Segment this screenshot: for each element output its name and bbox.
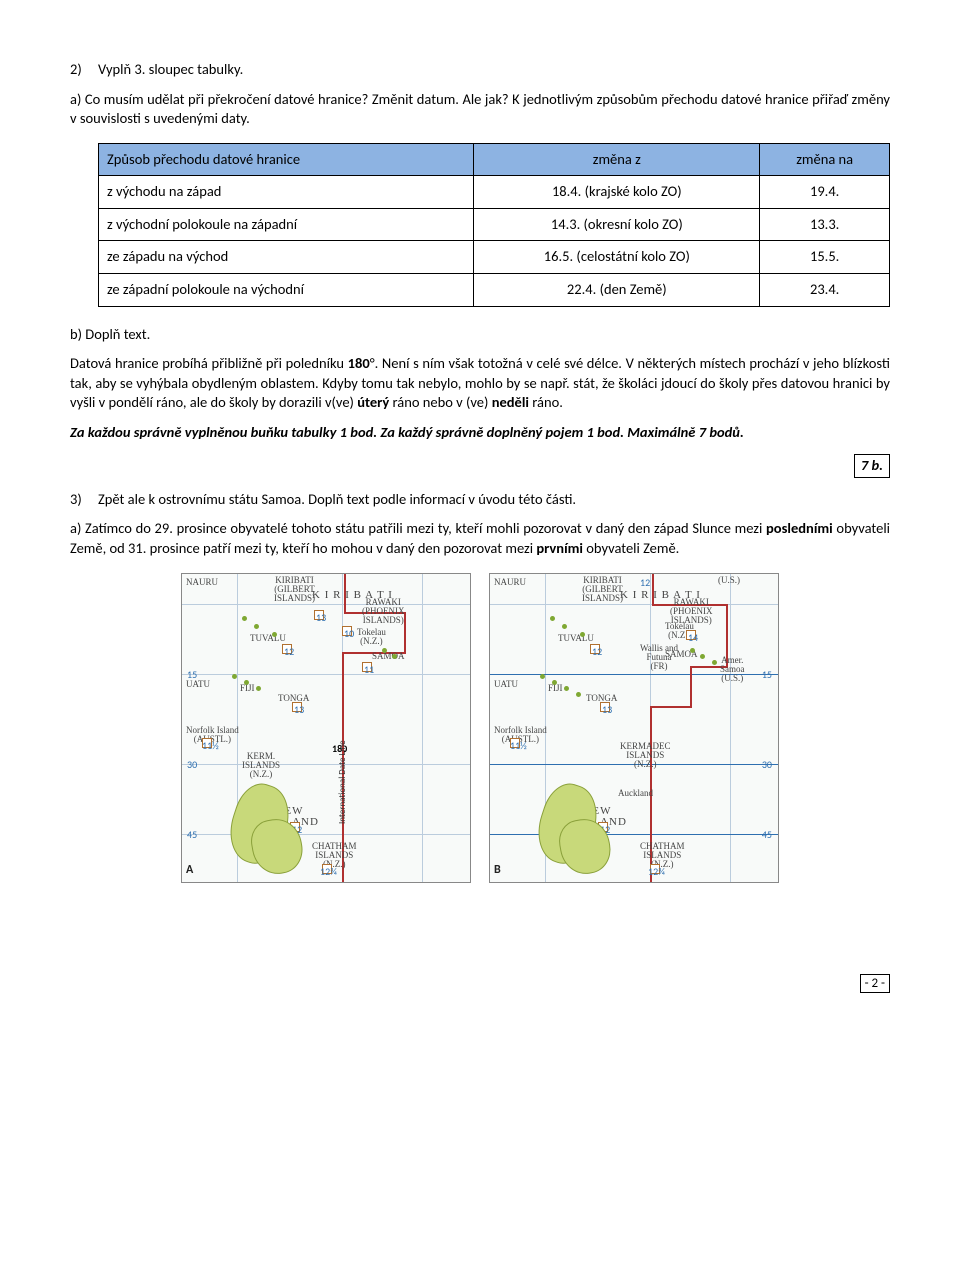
blank-prvnimi: prvními [536, 539, 583, 557]
blank-poslednimi: posledními [766, 519, 833, 537]
q2-number: 2) [70, 60, 98, 80]
text: a) Zatímco do 29. prosince obyvatelé toh… [70, 519, 766, 537]
cell: 14.3. (okresní kolo ZO) [474, 208, 760, 241]
th-2: změna na [760, 143, 890, 176]
q2-b-label: b) Doplň text. [70, 325, 890, 345]
table-row: ze západní polokoule na východní 22.4. (… [99, 273, 890, 306]
table-row: z východu na západ 18.4. (krajské kolo Z… [99, 176, 890, 209]
map-b: 15 30 45 12 NAURU KIRIBATI (GILBERT ISLA… [489, 573, 779, 883]
th-1: změna z [474, 143, 760, 176]
page-number: - 2 - [860, 974, 890, 994]
map-label-b: B [494, 862, 501, 878]
dateline-table: Způsob přechodu datové hranice změna z z… [98, 143, 890, 307]
cell: 18.4. (krajské kolo ZO) [474, 176, 760, 209]
maps-container: 15 30 45 180 NAURU KIRIBATI (GILBERT ISL… [70, 573, 890, 883]
map-label-a: A [186, 862, 193, 878]
cell: ze západu na východ [99, 241, 474, 274]
q2-b-paragraph: Datová hranice probíhá přibližně při pol… [70, 354, 890, 413]
scoring-note: Za každou správně vyplněnou buňku tabulk… [70, 423, 890, 443]
th-0: Způsob přechodu datové hranice [99, 143, 474, 176]
cell: 13.3. [760, 208, 890, 241]
cell: z východu na západ [99, 176, 474, 209]
text: ráno. [529, 393, 563, 411]
table-header-row: Způsob přechodu datové hranice změna z z… [99, 143, 890, 176]
q3-a-paragraph: a) Zatímco do 29. prosince obyvatelé toh… [70, 519, 890, 558]
cell: 19.4. [760, 176, 890, 209]
blank-nedeli: neděli [492, 393, 529, 411]
q2-header: 2) Vyplň 3. sloupec tabulky. [70, 60, 890, 80]
q2-title: Vyplň 3. sloupec tabulky. [98, 60, 890, 80]
blank-180: 180 [348, 354, 370, 372]
table-row: ze západu na východ 16.5. (celostátní ko… [99, 241, 890, 274]
cell: 23.4. [760, 273, 890, 306]
q3-title: Zpět ale k ostrovnímu státu Samoa. Doplň… [98, 490, 890, 510]
text: obyvateli Země. [583, 539, 679, 557]
blank-utery: úterý [357, 393, 389, 411]
table-row: z východní polokoule na západní 14.3. (o… [99, 208, 890, 241]
score-box: 7 b. [854, 454, 890, 478]
page-footer: - 2 - [70, 893, 890, 994]
table-wrapper: Způsob přechodu datové hranice změna z z… [98, 143, 890, 307]
map-a: 15 30 45 180 NAURU KIRIBATI (GILBERT ISL… [181, 573, 471, 883]
cell: 22.4. (den Země) [474, 273, 760, 306]
text: ráno nebo v (ve) [389, 393, 491, 411]
cell: ze západní polokoule na východní [99, 273, 474, 306]
text: Datová hranice probíhá přibližně při pol… [70, 354, 348, 372]
q3-header: 3) Zpět ale k ostrovnímu státu Samoa. Do… [70, 490, 890, 510]
cell: 16.5. (celostátní kolo ZO) [474, 241, 760, 274]
q2-a-text: a) Co musím udělat při překročení datové… [70, 90, 890, 129]
cell: z východní polokoule na západní [99, 208, 474, 241]
q3-number: 3) [70, 490, 98, 510]
cell: 15.5. [760, 241, 890, 274]
